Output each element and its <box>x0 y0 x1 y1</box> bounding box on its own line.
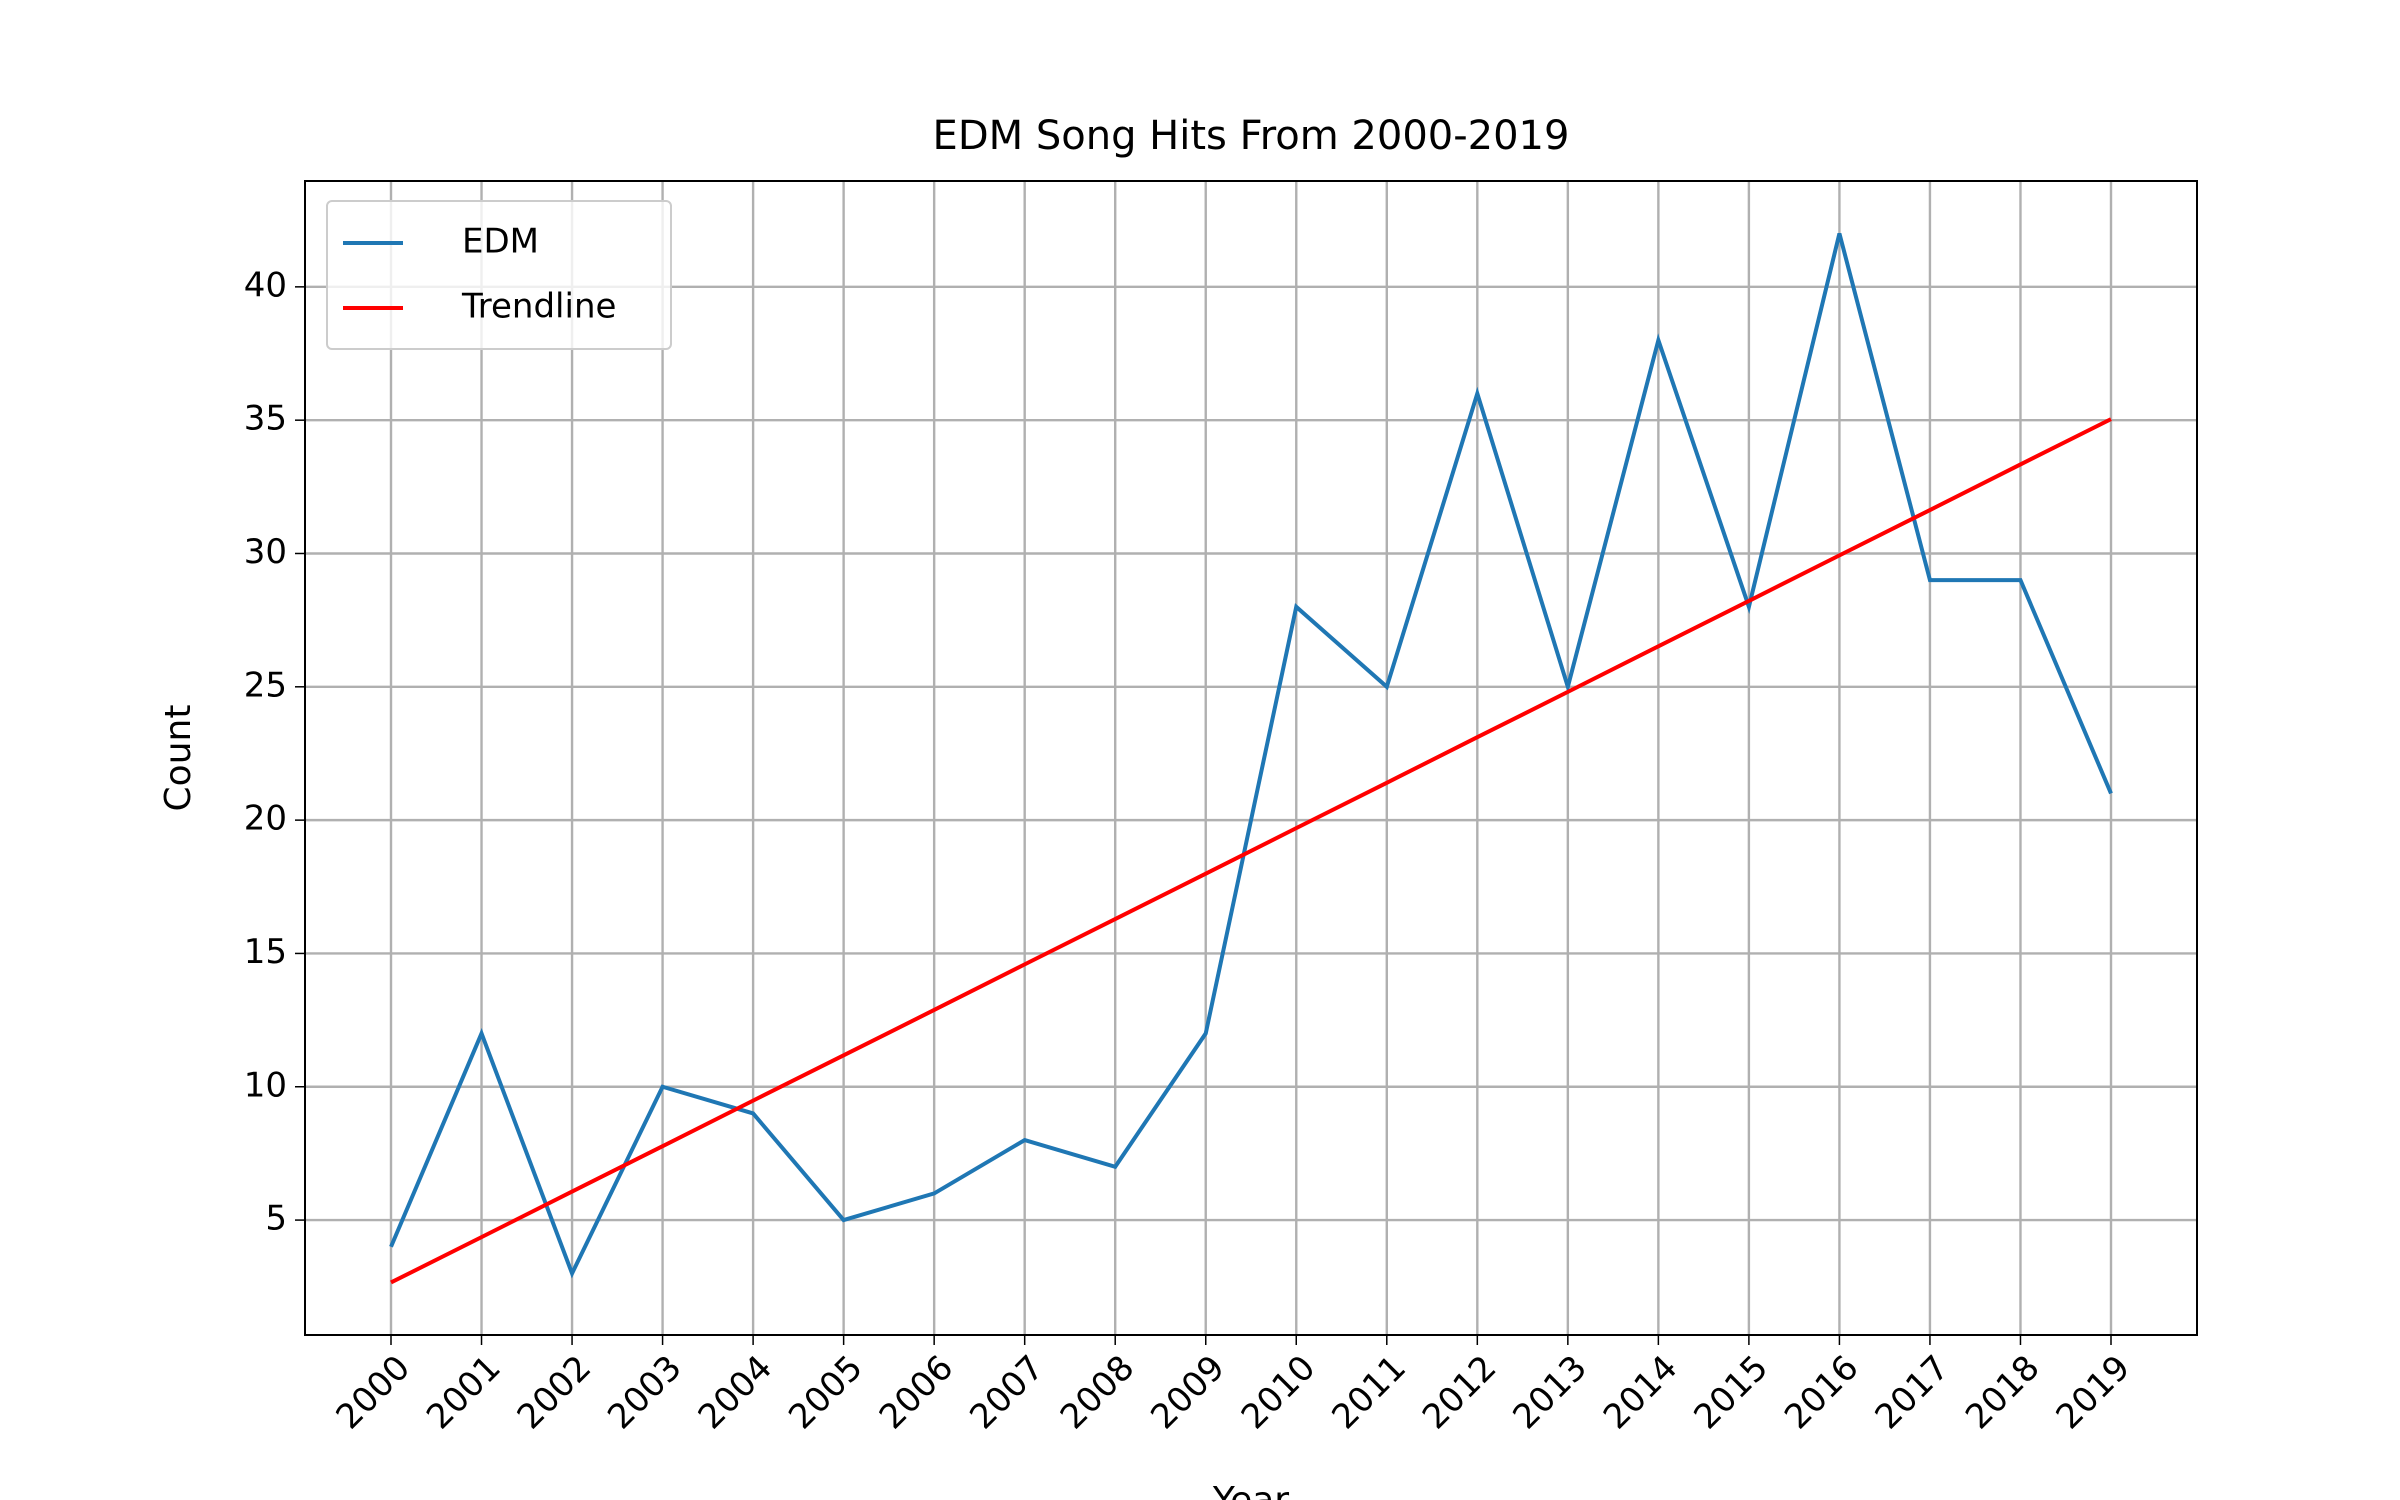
y-axis-label: Count <box>158 705 199 812</box>
y-tick-label: 30 <box>244 532 287 572</box>
y-tick-label: 10 <box>244 1065 287 1105</box>
y-tick-label: 15 <box>244 932 287 972</box>
y-tick-label: 35 <box>244 399 287 439</box>
legend-box <box>326 200 672 350</box>
y-tick-label: 25 <box>244 665 287 705</box>
y-tick-label: 40 <box>244 265 287 305</box>
series-line <box>390 417 2112 1285</box>
legend-label: EDM <box>462 222 539 262</box>
legend-label: Trendline <box>461 287 616 327</box>
x-axis-label: Year <box>1212 1480 1289 1500</box>
series-line <box>389 233 2113 1279</box>
plot-frame <box>304 180 2198 1336</box>
chart-title: EDM Song Hits From 2000-2019 <box>933 113 1570 159</box>
legend: EDM Trendline <box>326 200 672 350</box>
y-tick-label: 5 <box>265 1199 287 1239</box>
y-tick-label: 20 <box>244 799 287 839</box>
